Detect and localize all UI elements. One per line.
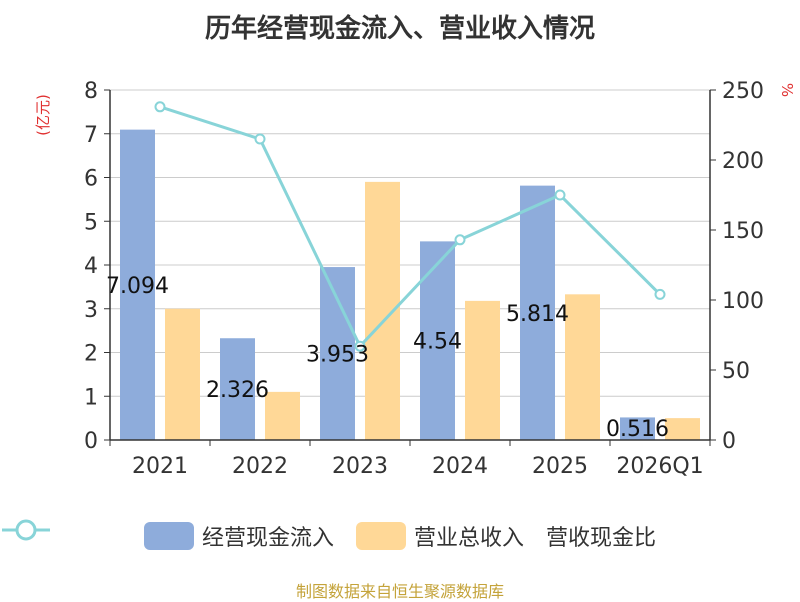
data-label-cash-inflow: 4.54: [413, 330, 462, 355]
left-axis-tick-label: 8: [84, 79, 98, 104]
legend-label: 营业总收入: [413, 526, 524, 551]
source-note: 制图数据来自恒生聚源数据库: [295, 582, 504, 601]
x-axis-tick-label: 2023: [332, 454, 388, 479]
legend-line-marker: [2, 519, 50, 541]
line-point-cash-ratio: [354, 340, 366, 352]
bar-cash-inflow: [520, 185, 555, 440]
bar-revenue: [565, 294, 600, 440]
data-label-cash-inflow: 0.516: [606, 417, 669, 442]
left-axis-tick-label: 5: [84, 210, 98, 235]
line-point-cash-ratio: [454, 234, 466, 246]
left-axis-tick-label: 3: [84, 298, 98, 323]
legend-swatch-cash-inflow: [143, 522, 194, 550]
line-point-cash-ratio: [254, 133, 266, 145]
left-axis-tick-label: 1: [84, 385, 98, 410]
legend-label: 经营现金流入: [201, 526, 334, 551]
right-axis-tick-label: 250: [722, 79, 764, 104]
bar-revenue: [665, 418, 700, 440]
bar-revenue: [265, 391, 300, 440]
x-axis-tick-label: 2025: [532, 454, 588, 479]
chart-title: 历年经营现金流入、营业收入情况: [204, 14, 595, 44]
right-axis-tick-label: 200: [722, 149, 764, 174]
line-point-cash-ratio: [154, 101, 166, 113]
line-point-cash-ratio: [554, 189, 566, 201]
line-cash-ratio: [159, 105, 662, 349]
right-axis-tick-label: 50: [722, 359, 750, 384]
x-axis-tick-label: 2022: [232, 454, 288, 479]
legend-item-cash-ratio[interactable]: 营收现金比: [2, 519, 657, 552]
left-axis-tick-label: 4: [84, 254, 98, 279]
legend-item-cash-inflow[interactable]: 经营现金流入: [143, 520, 334, 552]
bar-cash-inflow: [220, 338, 255, 440]
x-axis-tick-label: 2024: [432, 454, 488, 479]
x-axis-tick-label: 2026Q1: [616, 454, 703, 479]
legend: 经营现金流入 营业总收入 营收现金比: [0, 516, 800, 556]
right-axis-tick-label: 0: [722, 429, 736, 454]
legend-label: 营收现金比: [546, 526, 657, 551]
data-label-cash-inflow: 2.326: [206, 378, 269, 403]
legend-item-revenue[interactable]: 营业总收入: [355, 520, 524, 552]
left-axis-tick-label: 7: [84, 123, 98, 148]
left-axis-unit-label: (亿元): [34, 94, 52, 136]
x-axis-tick-label: 2021: [132, 454, 188, 479]
left-axis-tick-label: 0: [84, 429, 98, 454]
right-axis-unit-label: %: [778, 83, 796, 97]
line-point-cash-ratio: [654, 288, 666, 300]
bar-revenue: [165, 308, 200, 440]
data-label-cash-inflow: 3.953: [306, 343, 369, 368]
left-axis-tick-label: 2: [84, 342, 98, 367]
right-axis-tick-label: 150: [722, 219, 764, 244]
legend-swatch-revenue: [355, 522, 406, 550]
bar-cash-inflow: [120, 129, 155, 440]
data-label-cash-inflow: 7.094: [106, 274, 169, 299]
bar-cash-inflow: [320, 267, 355, 440]
right-axis-tick-label: 100: [722, 289, 764, 314]
left-axis-tick-label: 6: [84, 167, 98, 192]
data-label-cash-inflow: 5.814: [506, 302, 569, 327]
bar-cash-inflow: [620, 417, 655, 440]
bar-revenue: [465, 300, 500, 440]
